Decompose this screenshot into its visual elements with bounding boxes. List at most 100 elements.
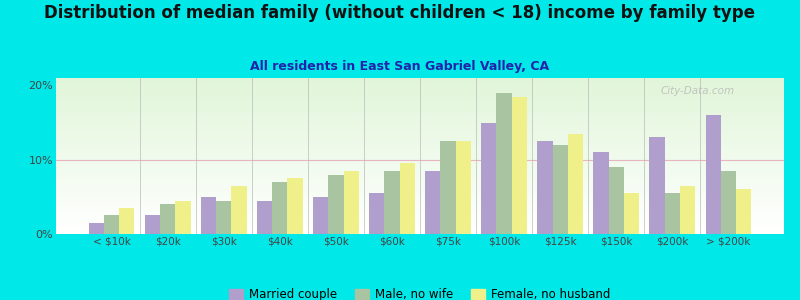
Bar [56,156,784,158]
Bar [56,91,784,92]
Bar [56,172,784,173]
Bar [441,141,455,234]
Bar [56,150,784,151]
Bar [56,92,784,94]
Bar [56,106,784,108]
Bar [56,225,784,226]
Bar [56,78,784,80]
Bar [56,212,784,214]
Legend: Married couple, Male, no wife, Female, no husband: Married couple, Male, no wife, Female, n… [225,284,615,300]
Bar [56,126,784,128]
Bar [497,93,512,234]
Bar [56,208,784,209]
Bar [56,167,784,169]
Bar [258,201,272,234]
Bar [721,171,736,234]
Bar [56,100,784,101]
Bar [56,117,784,118]
Bar [665,193,680,234]
Bar [56,158,784,159]
Bar [56,211,784,212]
Bar [56,217,784,218]
Bar [56,140,784,142]
Bar [56,179,784,181]
Bar [56,182,784,184]
Bar [482,123,497,234]
Bar [56,206,784,208]
Bar [56,95,784,97]
Bar [56,201,784,203]
Bar [512,97,526,234]
Bar [56,189,784,190]
Bar [553,145,568,234]
Bar [56,122,784,123]
Bar [56,147,784,148]
Bar [56,112,784,114]
Bar [56,190,784,192]
Bar [56,169,784,170]
Bar [216,201,231,234]
Bar [56,98,784,100]
Bar [609,167,624,234]
Bar [56,231,784,232]
Bar [680,186,695,234]
Bar [56,148,784,150]
Bar [314,197,328,234]
Bar [56,161,784,162]
Bar [56,159,784,161]
Bar [56,133,784,134]
Bar [56,142,784,143]
Bar [56,153,784,154]
Bar [56,226,784,228]
Bar [56,116,784,117]
Bar [145,215,160,234]
Bar [56,131,784,133]
Bar [343,171,358,234]
Bar [56,218,784,220]
Bar [56,139,784,140]
Bar [56,173,784,175]
Bar [56,81,784,83]
Bar [56,114,784,116]
Bar [455,141,470,234]
Bar [56,176,784,178]
Bar [56,104,784,106]
Bar [175,201,190,234]
Bar [56,220,784,221]
Bar [287,178,302,234]
Bar [119,208,134,234]
Bar [56,165,784,167]
Bar [56,181,784,182]
Bar [624,193,639,234]
Bar [56,123,784,125]
Bar [650,137,665,234]
Bar [56,209,784,211]
Bar [56,84,784,86]
Bar [160,204,175,234]
Bar [56,184,784,186]
Bar [736,189,751,234]
Bar [385,171,399,234]
Bar [56,125,784,126]
Bar [56,186,784,187]
Bar [56,108,784,109]
Bar [56,136,784,137]
Bar [104,215,119,234]
Bar [56,154,784,156]
Bar [56,134,784,136]
Bar [56,198,784,200]
Bar [56,203,784,204]
Bar [56,223,784,225]
Bar [56,200,784,201]
Bar [56,229,784,231]
Bar [56,103,784,104]
Bar [426,171,441,234]
Bar [56,228,784,229]
Bar [56,86,784,87]
Bar [56,195,784,196]
Bar [56,128,784,130]
Bar [56,80,784,81]
Bar [56,196,784,198]
Bar [56,178,784,179]
Bar [56,204,784,206]
